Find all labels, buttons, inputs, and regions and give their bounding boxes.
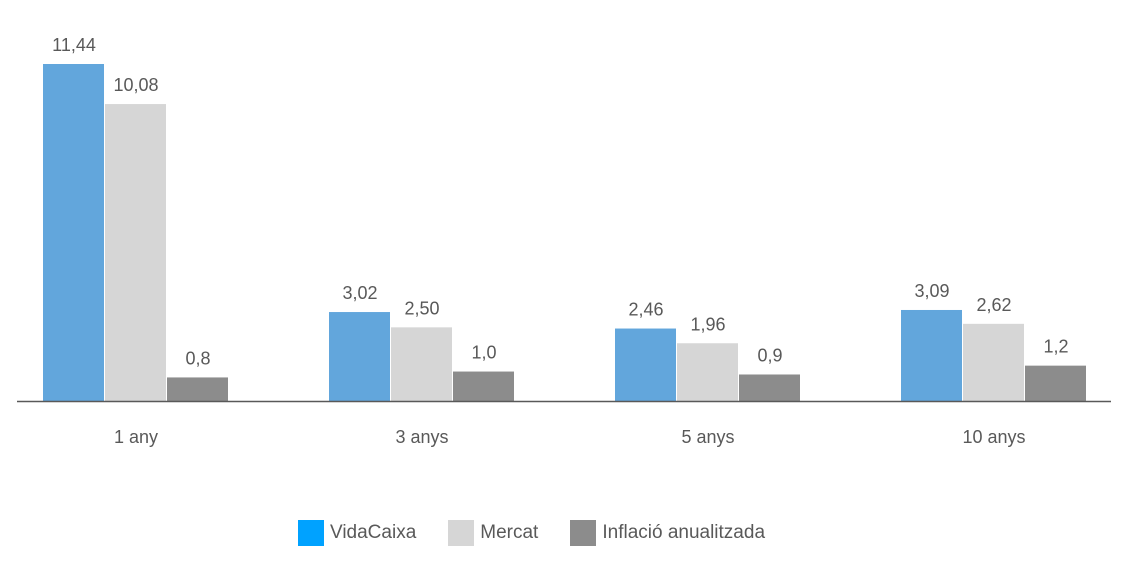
data-label: 2,46 [628, 300, 663, 320]
bar [677, 343, 738, 401]
data-label: 3,09 [914, 281, 949, 301]
data-label: 1,96 [690, 314, 725, 334]
legend-item-inflacio: Inflació anualitzada [570, 520, 765, 546]
bar [453, 371, 514, 401]
data-label: 3,02 [342, 283, 377, 303]
legend-label: Inflació anualitzada [602, 522, 766, 543]
legend-swatch [570, 520, 597, 546]
bar-chart: 11,44 10,08 0,8 1 any 3,02 2,50 1,0 3 anys 2,46 1… [17, 35, 1111, 447]
bar [167, 377, 228, 401]
legend: VidaCaixa Mercat Inflació anualitzada [298, 520, 797, 546]
bar [615, 328, 676, 401]
data-label: 0,8 [185, 348, 210, 368]
data-label: 1,2 [1043, 337, 1068, 357]
legend-label: VidaCaixa [330, 522, 417, 543]
bar [739, 374, 800, 401]
x-tick-label: 10 anys [962, 427, 1025, 447]
data-label: 10,08 [113, 75, 158, 95]
bar [1025, 365, 1086, 401]
bar [391, 327, 452, 401]
data-label: 2,62 [976, 295, 1011, 315]
x-tick-label: 5 anys [681, 427, 734, 447]
data-label: 0,9 [757, 345, 782, 365]
bar [43, 64, 104, 401]
legend-item-vidacaixa: VidaCaixa [298, 520, 416, 546]
bar [329, 312, 390, 401]
legend-label: Mercat [480, 522, 539, 543]
data-label: 1,0 [471, 343, 496, 363]
x-tick-label: 1 any [114, 427, 158, 447]
data-label: 11,44 [52, 35, 96, 55]
legend-swatch [448, 520, 475, 546]
data-label: 2,50 [404, 298, 439, 318]
legend-item-mercat: Mercat [448, 520, 538, 546]
bar [901, 309, 962, 401]
bar [105, 104, 166, 402]
legend-swatch [298, 520, 324, 546]
bar [963, 323, 1024, 401]
x-tick-label: 3 anys [395, 427, 448, 447]
